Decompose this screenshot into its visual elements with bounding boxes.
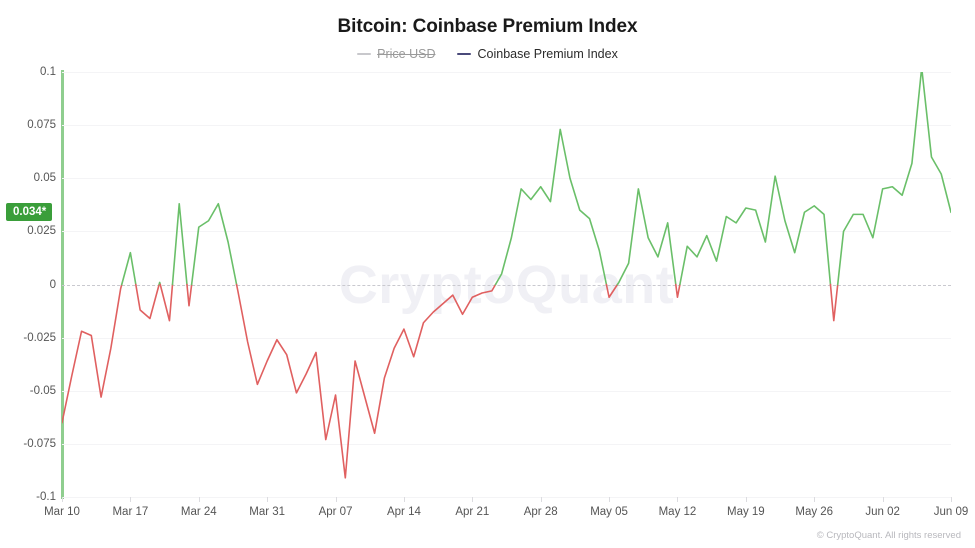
series-segment-negative — [186, 283, 193, 307]
x-axis-tick — [951, 497, 952, 502]
gridline — [62, 497, 951, 498]
x-axis-tick-label: Mar 31 — [249, 506, 286, 518]
y-axis-tick-label: -0.025 — [23, 331, 56, 344]
series-segment-positive — [171, 202, 188, 286]
series-segment-positive — [616, 188, 677, 286]
series-segment-positive — [494, 128, 608, 286]
y-axis-labels: 0.1 0.075 0.05 0.025 0 -0.025 -0.05 -0.075 -0.1 — [0, 0, 56, 548]
series-segment-negative — [235, 283, 497, 479]
legend-marker-price-usd — [357, 53, 372, 55]
copyright-footer: © CryptoQuant. All rights reserved — [816, 530, 961, 541]
series-segment-negative — [62, 283, 123, 424]
x-axis-tick-label: May 19 — [726, 506, 765, 518]
series-segment-positive — [120, 251, 137, 286]
x-axis-tick-label: Mar 17 — [112, 506, 149, 518]
series-segment-negative — [605, 283, 619, 299]
x-axis-tick — [677, 497, 679, 502]
x-axis-tick — [814, 497, 816, 502]
y-axis-tick-label: 0.025 — [27, 225, 56, 238]
x-axis-tick-label: May 05 — [590, 506, 628, 518]
x-axis-tick — [267, 497, 269, 502]
gridline — [62, 443, 951, 445]
x-axis-tick-label: Apr 28 — [523, 506, 558, 518]
gridline — [62, 337, 951, 339]
series-segment-positive — [836, 72, 951, 286]
x-axis-tick-label: Mar 24 — [180, 506, 217, 518]
current-value-badge: 0.034* — [6, 203, 53, 222]
gridline — [62, 72, 951, 73]
x-axis-tick-label: Apr 14 — [386, 506, 421, 518]
x-axis-tick — [130, 497, 132, 502]
chart-legend: Price USD Coinbase Premium Index — [0, 47, 975, 61]
x-axis-tick-label: Apr 21 — [455, 506, 490, 518]
series-segment-positive — [679, 175, 832, 286]
x-axis-tick — [882, 497, 884, 502]
legend-label-coinbase-premium-index: Coinbase Premium Index — [477, 47, 618, 61]
gridline — [62, 231, 951, 233]
x-axis-tick — [198, 497, 200, 502]
y-axis-tick-label: 0.1 — [40, 66, 56, 78]
y-axis-tick-label: 0 — [49, 278, 56, 291]
y-axis-tick-label: 0.075 — [27, 119, 56, 132]
x-axis-tick — [335, 497, 337, 502]
x-axis-tick-label: Jun 02 — [865, 506, 900, 518]
legend-label-price-usd: Price USD — [377, 47, 436, 61]
series-segment-negative — [674, 283, 681, 299]
chart-title: Bitcoin: Coinbase Premium Index — [337, 16, 638, 37]
series-segment-negative — [135, 283, 160, 320]
x-axis-tick-label: May 12 — [658, 506, 697, 518]
x-axis-tick-label: Apr 07 — [318, 506, 353, 518]
x-axis-tick — [472, 497, 474, 502]
legend-item-price-usd[interactable]: Price USD — [357, 47, 435, 61]
gridline — [62, 178, 951, 180]
x-axis-tick — [745, 497, 747, 502]
y-axis-tick-label: 0.05 — [33, 172, 56, 185]
plot-area: CryptoQuant — [62, 72, 951, 498]
x-axis-tick-label: May 26 — [795, 506, 834, 518]
gridline — [62, 390, 951, 392]
x-axis-tick — [609, 497, 611, 502]
x-axis-tick-label: Jun 09 — [933, 506, 969, 518]
x-axis-tick — [540, 497, 542, 502]
series-segment-positive — [190, 202, 238, 286]
gridline — [62, 125, 951, 127]
series-segment-negative — [159, 283, 174, 322]
legend-item-coinbase-premium-index[interactable]: Coinbase Premium Index — [457, 47, 618, 61]
legend-marker-coinbase-premium-index — [457, 53, 472, 55]
series-segment-negative — [829, 283, 839, 322]
x-axis-tick — [403, 497, 405, 502]
x-axis-tick — [62, 497, 63, 502]
y-axis-tick-label: -0.05 — [29, 384, 56, 397]
series-line-coinbase-premium-index — [62, 72, 951, 479]
zero-line — [62, 284, 951, 286]
y-axis-tick-label: -0.1 — [36, 491, 56, 503]
y-axis-tick-label: -0.075 — [23, 437, 56, 450]
x-axis-tick-label: Mar 10 — [44, 506, 80, 518]
